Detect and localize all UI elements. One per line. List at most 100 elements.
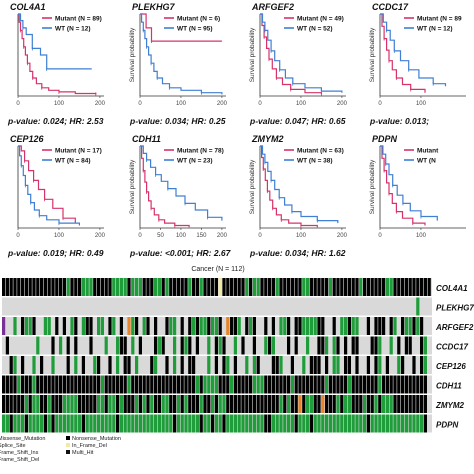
km-curve-mutant	[140, 13, 222, 42]
km-plot-pdpn: PDPN Survival probability 0 100 Mutant WT (N	[369, 134, 466, 239]
oncoprint-cell	[389, 336, 393, 355]
oncoprint-cell	[13, 356, 17, 374]
oncoprint-cell	[127, 278, 131, 296]
oncoprint-cell	[366, 395, 370, 413]
oncoprint-cell	[199, 414, 203, 433]
oncoprint-cell	[180, 317, 184, 335]
oncoprint-cell	[66, 356, 70, 374]
oncoprint-cell	[17, 395, 21, 413]
oncoprint-cell	[393, 317, 397, 335]
oncoprint-cell	[135, 414, 139, 433]
km-curve-wt	[18, 145, 80, 226]
oncoprint-legend-swatch	[66, 443, 70, 447]
oncoprint-cell	[321, 375, 325, 394]
oncoprint-cell	[97, 414, 101, 433]
oncoprint-cell	[302, 375, 306, 394]
km-y-label: Survival probability	[369, 27, 376, 82]
km-legend-wt: WT (N = 12)	[55, 26, 91, 33]
oncoprint-cell	[275, 356, 279, 374]
km-stats: p-value: 0.019; HR: 0.49	[7, 248, 104, 258]
oncoprint-cell	[188, 395, 192, 413]
oncoprint-cell	[340, 395, 344, 413]
oncoprint-cell	[2, 375, 6, 394]
oncoprint-cell	[112, 414, 116, 433]
oncoprint-cell	[423, 336, 427, 355]
oncoprint-cell	[169, 375, 173, 394]
km-x-tick-label: 100	[176, 233, 187, 239]
oncoprint-cell	[401, 356, 405, 374]
oncoprint-cell	[116, 336, 120, 355]
oncoprint-cell	[5, 336, 9, 355]
oncoprint-cell	[192, 278, 196, 296]
oncoprint-cell	[74, 375, 78, 394]
km-plot-col4a1: COL4A1 0 100 200 Mutant (N = 89) WT (N = 12) p…	[7, 2, 106, 126]
oncoprint-cell	[321, 395, 325, 413]
oncoprint-cell	[188, 317, 192, 335]
oncoprint-row-cep126: CEP126	[2, 356, 466, 374]
km-stats: p-value: 0.034; HR: 1.62	[249, 248, 346, 258]
oncoprint-cell	[351, 336, 355, 355]
oncoprint-cell	[21, 375, 25, 394]
oncoprint-cell	[245, 395, 249, 413]
oncoprint-cell	[173, 278, 177, 296]
oncoprint-cell	[366, 278, 370, 296]
oncoprint-cell	[97, 356, 101, 374]
oncoprint-cell	[97, 317, 101, 335]
oncoprint-cell	[66, 278, 70, 296]
oncoprint-cell	[116, 414, 120, 433]
oncoprint-cell	[344, 375, 348, 394]
oncoprint-legend-label: Frame_Shift_Ins	[0, 450, 39, 456]
oncoprint-row-ccdc17: CCDC17	[2, 336, 469, 355]
oncoprint-cell	[412, 414, 416, 433]
oncoprint-cell	[290, 356, 294, 374]
km-x-tick-label: 100	[54, 101, 65, 107]
oncoprint-cell	[423, 375, 427, 394]
oncoprint-cell	[336, 414, 340, 433]
oncoprint-cell	[420, 395, 424, 413]
oncoprint-cell	[264, 375, 268, 394]
oncoprint-cell	[127, 317, 131, 335]
km-y-label: Survival probability	[129, 27, 136, 82]
oncoprint-cell	[332, 414, 336, 433]
oncoprint-cell	[135, 317, 139, 335]
oncoprint-cell	[2, 278, 6, 296]
oncoprint-cell	[416, 317, 420, 335]
oncoprint-cell	[233, 375, 237, 394]
oncoprint-cell	[161, 336, 165, 355]
oncoprint-cell	[385, 278, 389, 296]
oncoprint-cell	[378, 375, 382, 394]
oncoprint-cell	[123, 356, 127, 374]
km-stats: p-value: 0.034; HR: 0.25	[129, 116, 226, 126]
oncoprint-cell	[404, 375, 408, 394]
oncoprint-cell	[222, 375, 226, 394]
oncoprint-cell	[271, 375, 275, 394]
oncoprint-cell	[294, 414, 298, 433]
km-legend-wt: WT (N = 52)	[297, 26, 333, 33]
oncoprint-cell	[28, 414, 32, 433]
oncoprint-cell	[100, 375, 104, 394]
oncoprint-cell	[260, 375, 264, 394]
oncoprint-cell	[420, 414, 424, 433]
oncoprint-cell	[294, 336, 298, 355]
oncoprint-cell	[412, 375, 416, 394]
oncoprint-cell	[271, 395, 275, 413]
oncoprint-cell	[332, 356, 336, 374]
oncoprint-cell	[344, 414, 348, 433]
oncoprint-cell	[195, 375, 199, 394]
oncoprint-cell	[366, 375, 370, 394]
oncoprint-cell	[55, 317, 59, 335]
oncoprint-cell	[176, 414, 180, 433]
oncoprint-cell	[420, 375, 424, 394]
oncoprint-cell	[17, 414, 21, 433]
oncoprint-cell	[199, 317, 203, 335]
oncoprint-cell	[344, 356, 348, 374]
oncoprint-row-background	[2, 297, 432, 316]
km-x-tick-label: 0	[138, 101, 142, 107]
oncoprint-cell	[154, 278, 158, 296]
oncoprint-cell	[51, 336, 55, 355]
oncoprint-cell	[180, 356, 184, 374]
oncoprint-cell	[93, 375, 97, 394]
oncoprint-cell	[161, 414, 165, 433]
oncoprint-cell	[161, 395, 165, 413]
oncoprint-cell	[173, 317, 177, 335]
